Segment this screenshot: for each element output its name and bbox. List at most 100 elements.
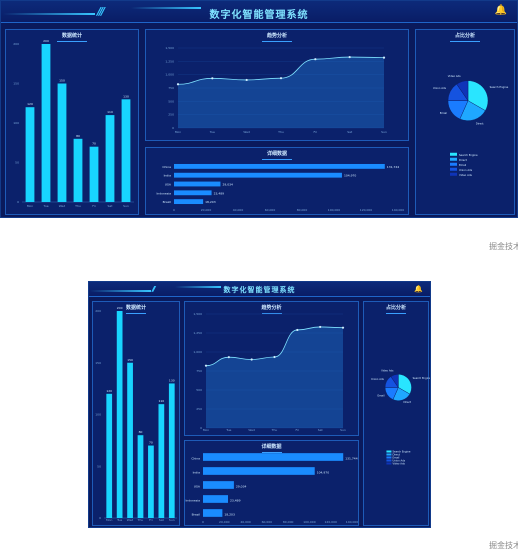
data-point	[341, 326, 345, 329]
x-tick-label: 140,000	[392, 208, 404, 212]
watermark: 掘金技术社区	[489, 242, 518, 251]
x-tick-label: Wed	[59, 204, 66, 208]
hbar-value-label: 18,203	[224, 512, 235, 516]
line-chart-panel-svg: 0 250 500 750 1,000 1,250 1,500 Mon Tue Wed Thu Fri…	[193, 312, 346, 432]
legend-label: Email	[459, 163, 466, 167]
x-tick-label: Thu	[74, 204, 81, 208]
y-tick-label: 50	[97, 464, 101, 468]
hbar	[203, 495, 228, 503]
legend-label: Search Engine	[392, 450, 410, 454]
bar-chart-panel-title-underline	[57, 41, 87, 42]
bar	[148, 445, 154, 518]
hbar-chart-panel-title-underline	[262, 159, 292, 160]
hbar-value-label: 104,970	[317, 470, 329, 474]
legend-label: Email	[392, 456, 399, 460]
legend-swatch	[386, 459, 392, 462]
hbar	[174, 190, 212, 196]
bell-icon[interactable]: 🔔	[494, 5, 507, 16]
hbar	[174, 163, 385, 169]
y-tick-label: USA	[194, 484, 201, 488]
y-tick-label: 150	[13, 82, 19, 86]
x-tick-label: Sat	[318, 428, 324, 432]
legend-swatch	[450, 172, 457, 176]
hbar	[203, 481, 234, 489]
pie-chart-panel-title-text: 占比分析	[385, 305, 406, 311]
hbar-chart-panel-title-underline	[261, 452, 282, 453]
legend-label: Video Ads	[392, 462, 405, 466]
pie-chart-panel: 占比分析 Search Engine Direct Email Union Ads Vid…	[363, 301, 430, 526]
y-tick-label: India	[193, 470, 201, 474]
legend-swatch	[386, 453, 392, 456]
bar	[158, 404, 165, 518]
y-tick-label: 500	[168, 99, 174, 103]
bell-icon[interactable]: 🔔	[414, 285, 423, 293]
y-tick-label: 0	[99, 516, 101, 520]
hbar	[203, 509, 223, 517]
pie-slice-label: Email	[378, 393, 385, 397]
area-fill	[178, 57, 384, 128]
x-tick-label: 20,000	[219, 520, 230, 524]
bar	[106, 393, 113, 518]
hbar-value-label: 29,034	[222, 182, 233, 186]
x-tick-label: 100,000	[328, 208, 340, 212]
bar	[168, 383, 175, 518]
x-tick-label: Wed	[127, 518, 134, 522]
legend-label: Direct	[459, 158, 467, 162]
x-tick-label: 80,000	[283, 520, 294, 524]
pie-chart-panel: 占比分析 Search Engine Direct Email Union Ads Vid…	[415, 29, 515, 215]
x-tick-label: Sun	[381, 130, 387, 134]
legend-swatch	[386, 456, 392, 459]
hbar-value-label: 104,970	[344, 174, 356, 178]
y-tick-label: 1,000	[165, 73, 174, 77]
hbar	[174, 199, 204, 205]
line-chart-panel-svg: 0 250 500 750 1,000 1,250 1,500 Mon Tue Wed Thu Fri…	[165, 46, 387, 134]
bar-value-label: 80	[139, 430, 143, 434]
bar-value-label: 120	[106, 389, 112, 393]
data-point	[319, 325, 322, 329]
pie-slice-label: Union Ads	[433, 86, 447, 90]
x-tick-label: 140,000	[346, 520, 358, 524]
bar	[73, 138, 83, 202]
y-tick-label: 500	[196, 388, 202, 392]
legend-label: Video Ads	[459, 173, 472, 177]
y-tick-label: 50	[15, 161, 19, 165]
x-tick-label: Mon	[175, 130, 181, 134]
dashboard-small: 数字化智能管理系统 /// 🔔 数据统计 0 50 100 150 200 120 Mon 200 Tu…	[88, 281, 431, 528]
y-tick-label: 750	[168, 86, 174, 90]
x-tick-label: Sun	[169, 518, 175, 522]
bar	[105, 115, 115, 202]
page-title: 数字化智能管理系统	[209, 10, 309, 21]
x-tick-label: Sat	[108, 204, 114, 208]
pie-slice-label: Union Ads	[371, 377, 384, 381]
pie-slice-label: Direct	[403, 400, 411, 404]
legend-swatch	[450, 152, 457, 156]
pie-slice	[456, 80, 469, 102]
header-bar: 数字化智能管理系统 /// 🔔	[89, 282, 430, 297]
y-tick-label: 1,500	[165, 46, 174, 50]
header-line-left	[90, 290, 151, 292]
legend-swatch	[386, 462, 392, 465]
hbar-value-label: 23,489	[230, 498, 241, 502]
bar-value-label: 110	[107, 110, 113, 114]
y-tick-label: 0	[200, 426, 202, 430]
x-tick-label: Mon	[27, 204, 33, 208]
x-tick-label: 60,000	[265, 208, 276, 212]
bar-chart-panel-title: 数据统计	[93, 304, 179, 314]
data-point	[348, 55, 351, 59]
data-point	[314, 58, 317, 61]
y-tick-label: Indonesia	[185, 498, 200, 502]
y-tick-label: Brazil	[163, 200, 172, 204]
legend-label: Direct	[392, 453, 400, 457]
hbar-value-label: 18,203	[205, 200, 216, 204]
y-tick-label: 0	[172, 126, 174, 130]
hbar-value-label: 23,489	[214, 191, 225, 195]
x-tick-label: Fri	[149, 518, 153, 522]
x-tick-label: Wed	[243, 130, 250, 134]
x-tick-label: 120,000	[360, 208, 372, 212]
bar-value-label: 110	[158, 399, 164, 403]
x-tick-label: Sat	[347, 130, 353, 134]
bar-value-label: 80	[76, 134, 80, 138]
bar-chart-panel-title-text: 数据统计	[125, 305, 146, 311]
